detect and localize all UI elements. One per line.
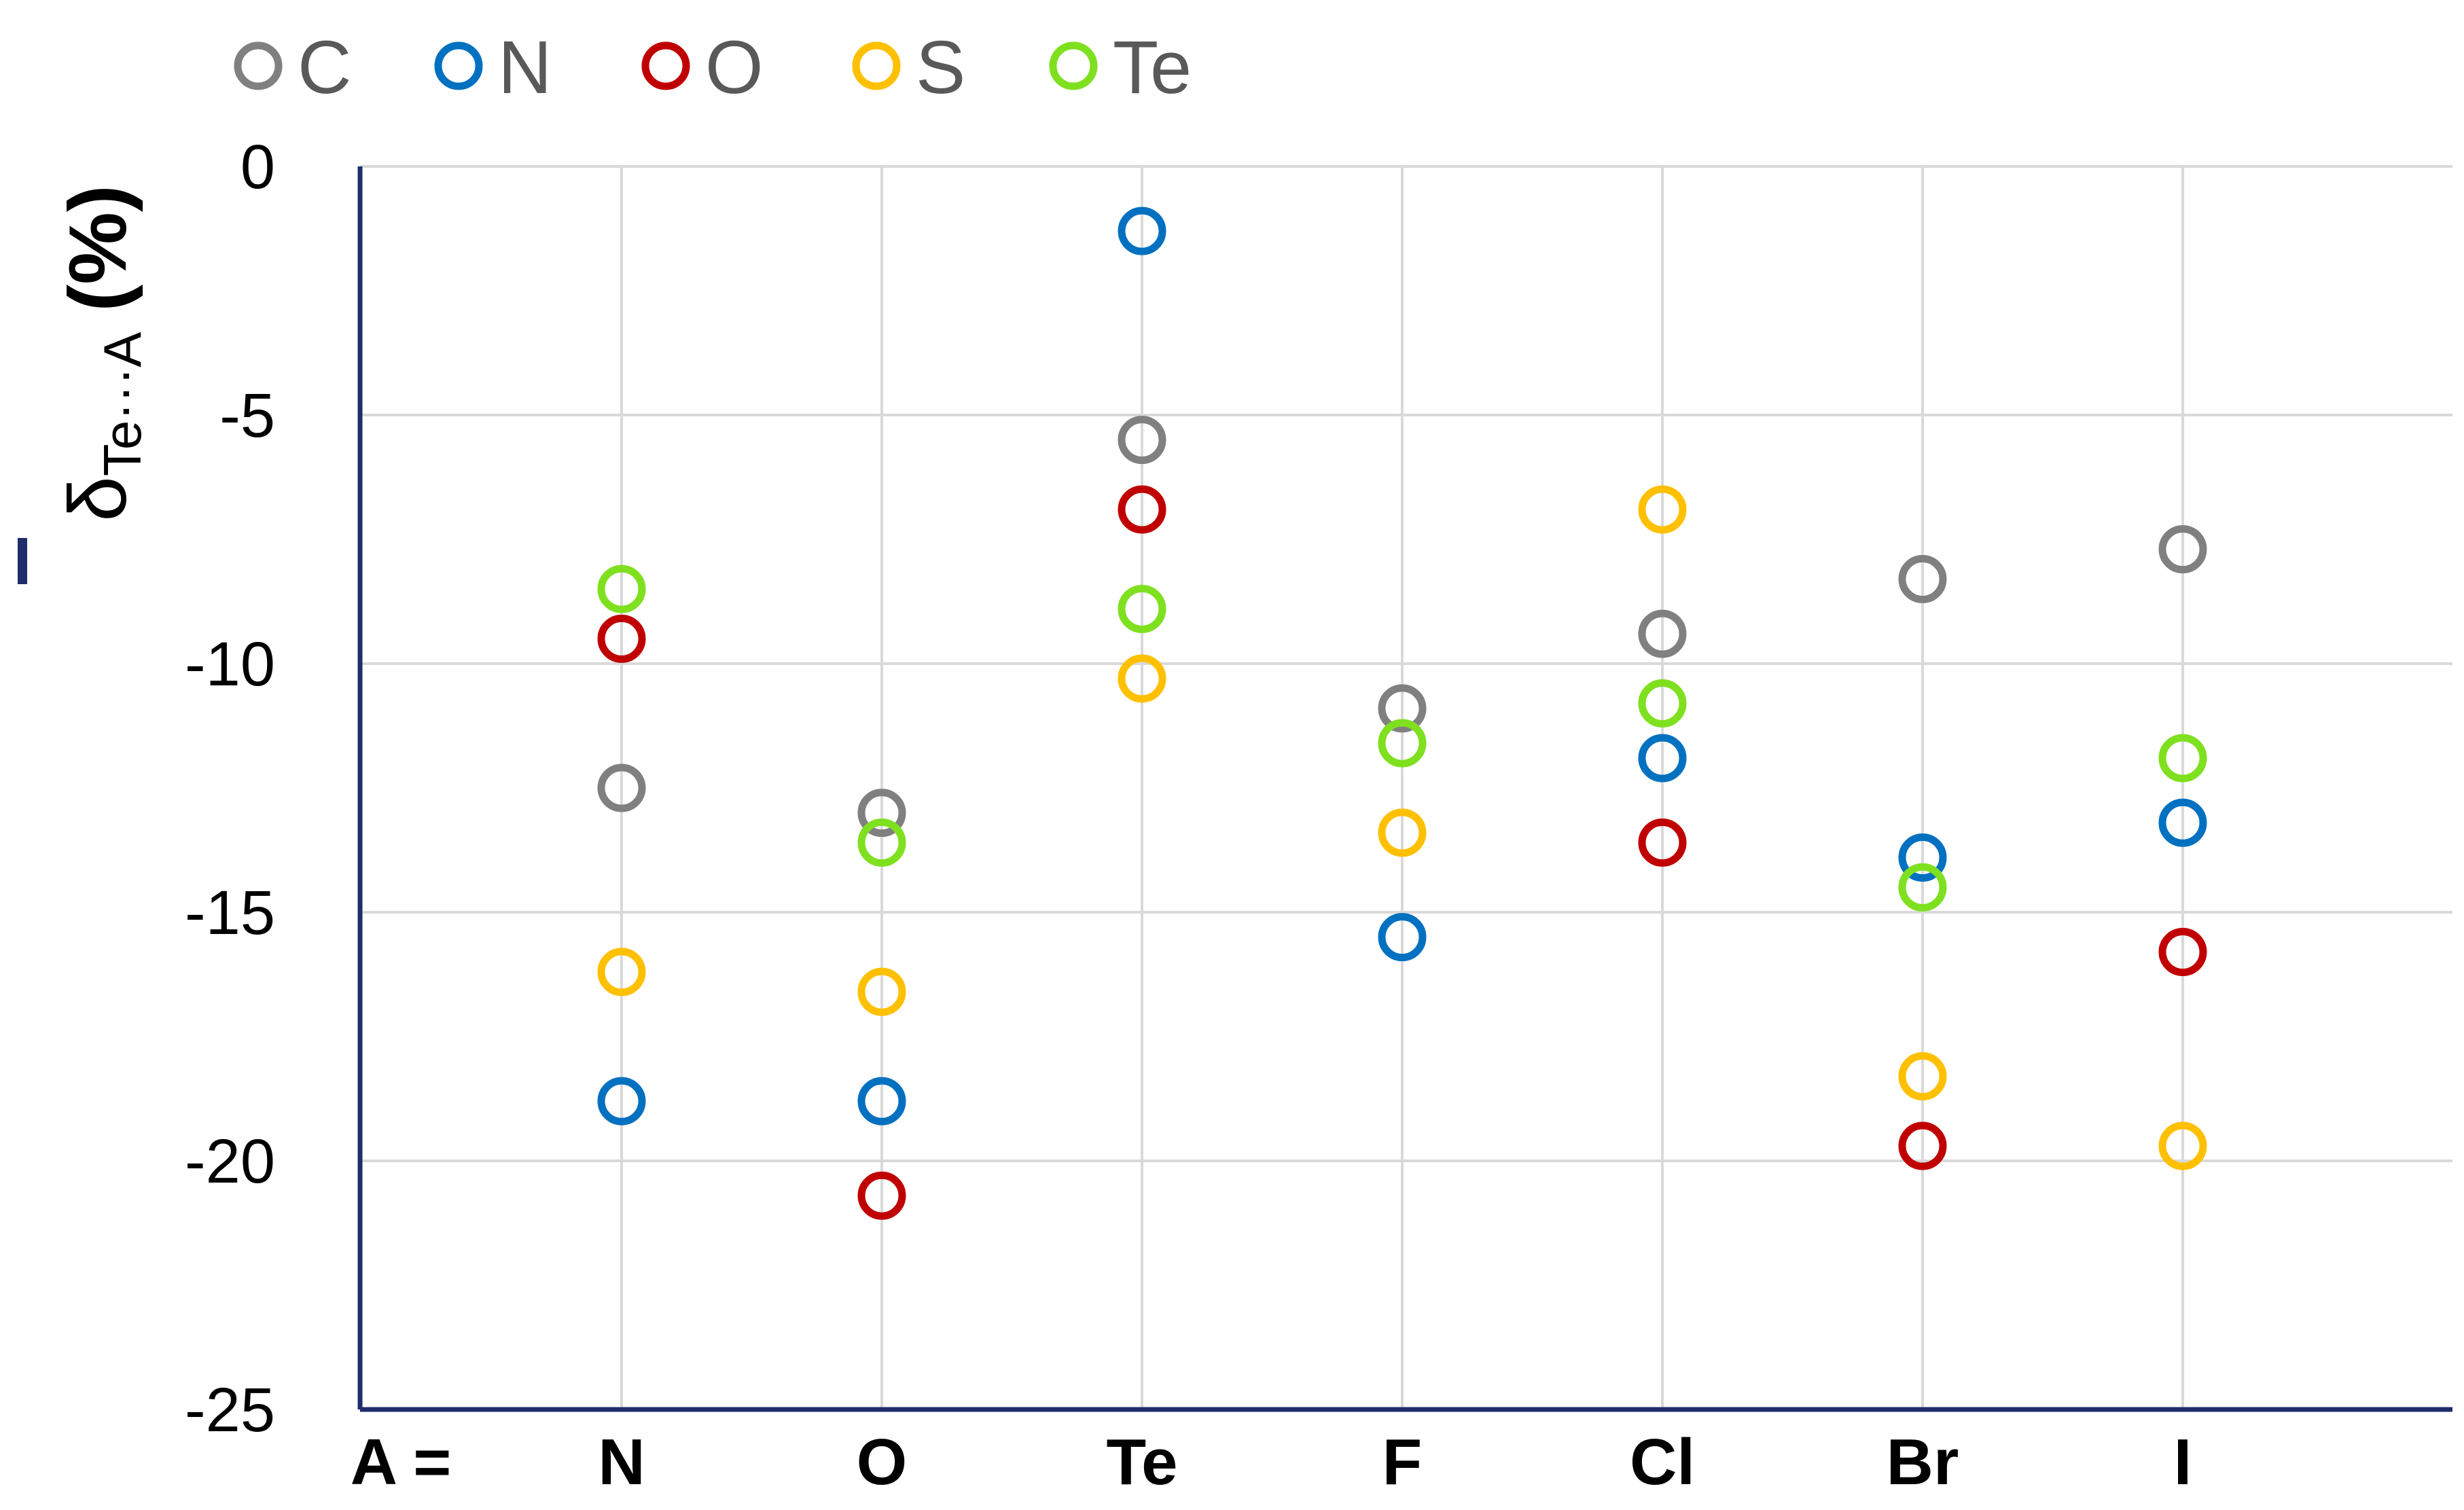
y-tick-label: -10 xyxy=(185,630,275,699)
x-tick-label: Cl xyxy=(1630,1426,1695,1498)
x-tick-label: I xyxy=(2174,1426,2192,1498)
x-tick-label: N xyxy=(598,1426,645,1498)
data-point-s xyxy=(597,948,646,996)
y-tick-label: -5 xyxy=(219,381,275,450)
data-point-c xyxy=(2158,525,2207,574)
legend-marker-te xyxy=(1049,41,1098,90)
data-point-n xyxy=(1118,206,1166,255)
data-point-te xyxy=(1378,719,1427,768)
legend-label-o: O xyxy=(705,26,764,109)
legend-marker-o xyxy=(641,41,690,90)
axes xyxy=(357,166,2452,1412)
data-points xyxy=(597,206,2207,1220)
data-point-o xyxy=(2158,928,2207,977)
y-axis-label-unit: (%) xyxy=(52,185,143,312)
y-tick-label: -20 xyxy=(185,1127,275,1196)
data-point-n xyxy=(1378,913,1427,962)
x-tick-label: O xyxy=(857,1426,908,1498)
data-point-c xyxy=(857,789,906,838)
data-point-n xyxy=(1638,734,1687,783)
legend-marker-c xyxy=(234,41,283,90)
legend-label-te: Te xyxy=(1113,26,1192,109)
data-point-n xyxy=(857,1077,906,1126)
data-point-n xyxy=(2158,798,2207,847)
y-axis-label-overbar xyxy=(18,538,27,584)
legend-label-c: C xyxy=(298,26,351,109)
data-point-s xyxy=(857,967,906,1016)
data-point-te xyxy=(1898,863,1947,912)
data-point-o xyxy=(857,1171,906,1220)
legend-label-s: S xyxy=(916,26,965,109)
x-axis-prefix: A = xyxy=(351,1426,452,1498)
svg-text:δTe···A(%): δTe···A (%) xyxy=(52,185,152,522)
data-point-o xyxy=(1638,819,1687,867)
data-point-te xyxy=(597,564,646,613)
x-axis-labels: A = N O Te F Cl Br I xyxy=(351,1426,2192,1498)
y-axis-ticks: 0 -5 -10 -15 -20 -25 xyxy=(185,132,275,1445)
data-point-te xyxy=(1118,584,1166,633)
data-point-s xyxy=(1378,808,1427,857)
data-point-te xyxy=(1638,679,1687,728)
gridlines xyxy=(360,165,2452,1409)
data-point-o xyxy=(1898,1121,1947,1170)
legend-marker-s xyxy=(852,41,901,90)
y-tick-label: -15 xyxy=(185,878,275,948)
x-tick-label: F xyxy=(1382,1426,1423,1498)
data-point-c xyxy=(1898,555,1947,604)
legend-label-n: N xyxy=(498,26,552,109)
data-point-s xyxy=(2158,1121,2207,1170)
data-point-n xyxy=(1898,833,1947,882)
x-tick-label: Te xyxy=(1107,1426,1178,1498)
data-point-te xyxy=(2158,734,2207,783)
data-point-o xyxy=(1118,485,1166,534)
y-tick-label: 0 xyxy=(240,132,275,202)
y-axis-label-symbol: δ xyxy=(52,476,143,522)
y-axis-label: δTe···A (%) xyxy=(52,185,152,522)
data-point-o xyxy=(597,614,646,663)
legend-marker-n xyxy=(434,41,483,90)
data-point-te xyxy=(857,819,906,867)
data-point-c xyxy=(1638,609,1687,658)
data-point-n xyxy=(597,1077,646,1126)
data-point-c xyxy=(597,763,646,812)
x-tick-label: Br xyxy=(1887,1426,1959,1498)
data-point-c xyxy=(1118,416,1166,465)
data-point-c xyxy=(1378,684,1427,733)
y-axis-label-subscript: Te···A xyxy=(92,332,152,476)
data-point-s xyxy=(1898,1052,1947,1101)
data-point-s xyxy=(1638,485,1687,534)
y-tick-label: -25 xyxy=(185,1376,275,1445)
legend: C N O S Te xyxy=(234,26,1192,109)
data-point-s xyxy=(1118,654,1166,703)
